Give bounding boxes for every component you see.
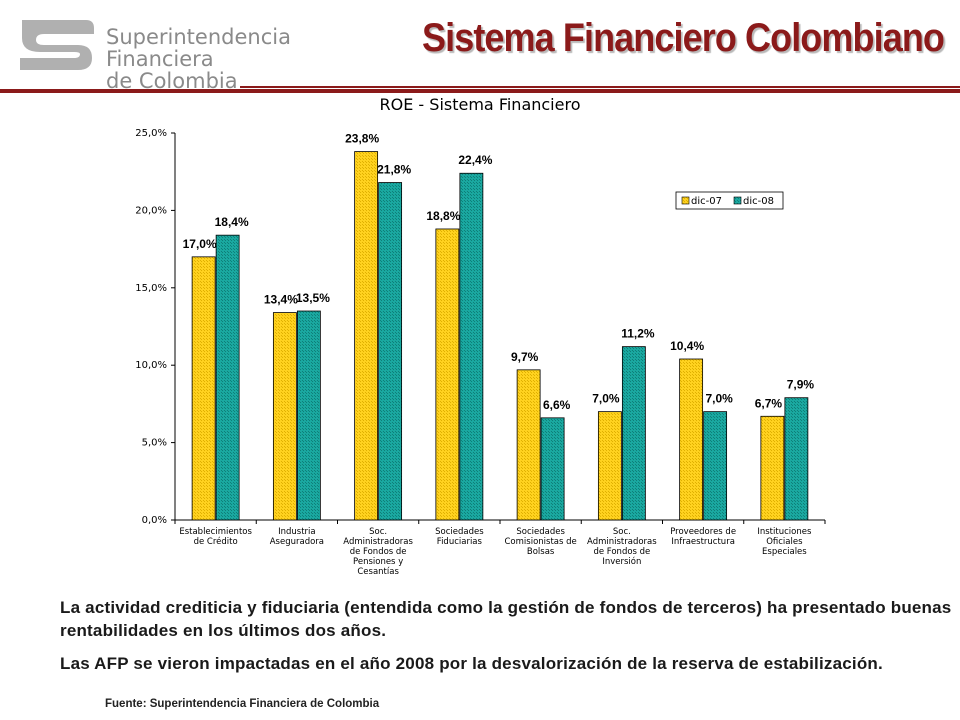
bar-dic-07-3 <box>435 228 460 521</box>
x-category-label: Proveedores de Infraestructura <box>670 527 736 547</box>
x-category-label: Sociedades Comisionistas de Bolsas <box>505 527 577 557</box>
bar-data-label: 7,0% <box>592 392 620 406</box>
y-tick-label: 5,0% <box>142 438 167 449</box>
page-title: Sistema Financiero Colombiano <box>421 16 945 60</box>
bar-dic-08-0 <box>215 234 240 521</box>
x-category-label: Sociedades Fiduciarias <box>435 527 484 547</box>
legend-swatch-dic-07 <box>681 196 690 205</box>
logo-line-2: Financiera <box>106 47 214 71</box>
bar-data-label: 18,8% <box>426 209 460 223</box>
y-tick-label: 15,0% <box>135 283 167 294</box>
y-tick-label: 25,0% <box>135 128 167 139</box>
bar-dic-08-3 <box>459 172 484 521</box>
bar-data-label: 7,0% <box>705 392 733 406</box>
legend-swatch-dic-08 <box>733 196 742 205</box>
chart-bars: 17,0% 18,4% 13,4%13,5% 23,8% 21,8% 18,8% 22,4%… <box>183 132 815 521</box>
bar-data-label: 6,7% <box>755 396 783 410</box>
commentary-paragraph-2: Las AFP se vieron impactadas en el año 2… <box>60 654 883 673</box>
bar-data-label: 22,4% <box>458 153 492 167</box>
y-tick-label: 20,0% <box>135 205 167 216</box>
bar-data-label: 18,4% <box>215 215 249 229</box>
header-rule-thin <box>240 86 960 88</box>
bar-dic-07-0 <box>191 256 216 521</box>
x-category-label: Industria Aseguradora <box>270 527 324 547</box>
legend-label-dic-08: dic-08 <box>743 196 774 207</box>
y-tick-label: 10,0% <box>135 360 167 371</box>
bar-dic-07-6 <box>679 358 704 521</box>
header-rule-thick <box>0 89 960 93</box>
bar-dic-07-1 <box>272 312 297 521</box>
bar-dic-08-7 <box>784 397 809 521</box>
bar-dic-07-7 <box>760 415 785 521</box>
logo-line-1: Superintendencia <box>106 25 291 49</box>
bar-dic-07-4 <box>516 369 541 521</box>
logo-mark-icon <box>20 20 94 70</box>
bar-data-label: 11,2% <box>621 327 655 341</box>
x-category-label: Soc. Administradoras de Fondos de Pensiones… <box>343 527 413 577</box>
bar-data-label: 17,0% <box>183 237 217 251</box>
y-tick-label: 0,0% <box>142 515 167 526</box>
bar-data-label: 7,9% <box>787 378 815 392</box>
bar-data-label: 13,4% <box>264 293 298 307</box>
superintendencia-logo: Superintendencia Financiera de Colombia <box>14 12 291 92</box>
bar-dic-08-1 <box>296 310 321 521</box>
x-category-label: Establecimientos de Crédito <box>179 527 252 547</box>
bar-dic-08-6 <box>703 411 728 521</box>
bar-data-label: 13,5% <box>296 291 330 305</box>
bar-data-label: 23,8% <box>345 132 379 146</box>
source-note: Fuente: Superintendencia Financiera de C… <box>105 698 380 710</box>
bar-dic-08-2 <box>378 182 403 521</box>
logo-line-3: de Colombia <box>106 69 238 93</box>
commentary-paragraph-1: La actividad crediticia y fiduciaria (en… <box>60 598 952 640</box>
bar-dic-07-5 <box>597 411 622 521</box>
bar-data-label: 6,6% <box>543 398 571 412</box>
bar-dic-08-5 <box>621 346 646 521</box>
bar-data-label: 21,8% <box>377 163 411 177</box>
chart-axes: 0,0% 5,0% 10,0% 15,0% 20,0% 25,0% Establecimie… <box>135 128 826 577</box>
bar-dic-08-4 <box>540 417 565 521</box>
roe-bar-chart: ROE - Sistema Financiero 0,0% 5,0% 10,0% 15… <box>135 95 826 577</box>
x-category-label: Soc. Administradoras de Fondos de Inversión <box>587 527 657 567</box>
legend-box <box>675 191 784 210</box>
chart-legend: dic-07 dic-08 <box>675 191 784 210</box>
chart-title: ROE - Sistema Financiero <box>380 95 581 114</box>
x-category-label: Instituciones Oficiales Especiales <box>757 527 812 557</box>
bar-dic-07-2 <box>354 151 379 521</box>
bar-data-label: 9,7% <box>511 350 539 364</box>
bar-data-label: 10,4% <box>670 339 704 353</box>
legend-label-dic-07: dic-07 <box>691 196 722 207</box>
